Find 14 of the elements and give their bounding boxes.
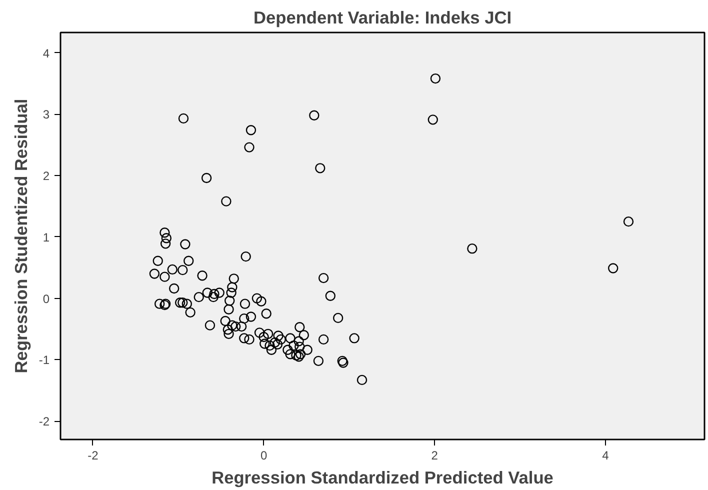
x-tick-label: 0 xyxy=(260,448,268,462)
y-tick-label: 1 xyxy=(42,230,50,244)
y-tick-label: 0 xyxy=(42,292,50,306)
x-tick-label: 4 xyxy=(602,448,610,462)
chart-title: Dependent Variable: Indeks JCI xyxy=(253,8,512,28)
x-tick-label: -2 xyxy=(88,448,99,462)
y-axis-title: Regression Studentized Residual xyxy=(10,98,31,374)
y-tick-label: 3 xyxy=(42,108,50,122)
y-tick-label: 2 xyxy=(42,169,50,184)
y-tick-label: -2 xyxy=(38,414,50,429)
x-tick-label: 2 xyxy=(431,448,438,462)
y-tick-label: 4 xyxy=(42,46,50,60)
x-axis-title: Regression Standardized Predicted Value xyxy=(212,468,554,488)
y-tick-label: -1 xyxy=(38,353,50,368)
